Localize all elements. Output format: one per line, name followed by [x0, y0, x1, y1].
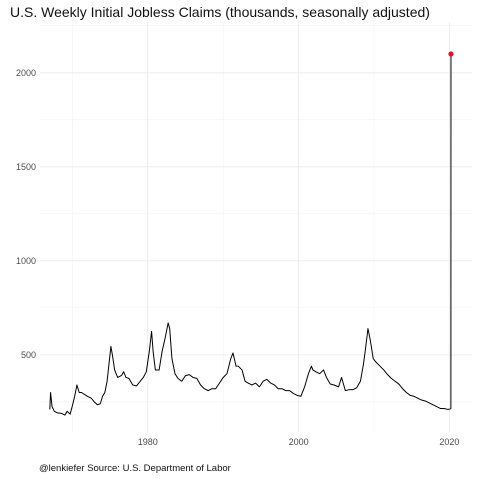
y-tick-label: 1500: [16, 162, 36, 172]
x-tick-label: 2020: [439, 437, 459, 447]
x-tick-label: 1980: [138, 437, 158, 447]
x-axis: 1980 2000 2020: [138, 437, 460, 447]
series-line: [49, 53, 452, 416]
grid: [40, 22, 472, 432]
series-layer: [49, 51, 454, 416]
latest-point-marker: [448, 51, 454, 57]
chart-caption: @lenkiefer Source: U.S. Department of La…: [39, 463, 231, 474]
y-tick-label: 1000: [16, 256, 36, 266]
chart-title: U.S. Weekly Initial Jobless Claims (thou…: [10, 4, 430, 20]
y-tick-label: 2000: [16, 68, 36, 78]
y-tick-label: 500: [21, 350, 36, 360]
y-axis: 500 1000 1500 2000: [16, 68, 36, 360]
x-tick-label: 2000: [289, 437, 309, 447]
